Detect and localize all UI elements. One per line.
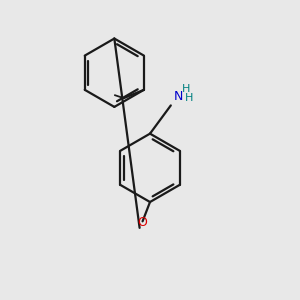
Text: O: O [138, 216, 148, 229]
Text: H: H [184, 93, 193, 103]
Text: H: H [182, 84, 191, 94]
Text: N: N [173, 90, 183, 103]
